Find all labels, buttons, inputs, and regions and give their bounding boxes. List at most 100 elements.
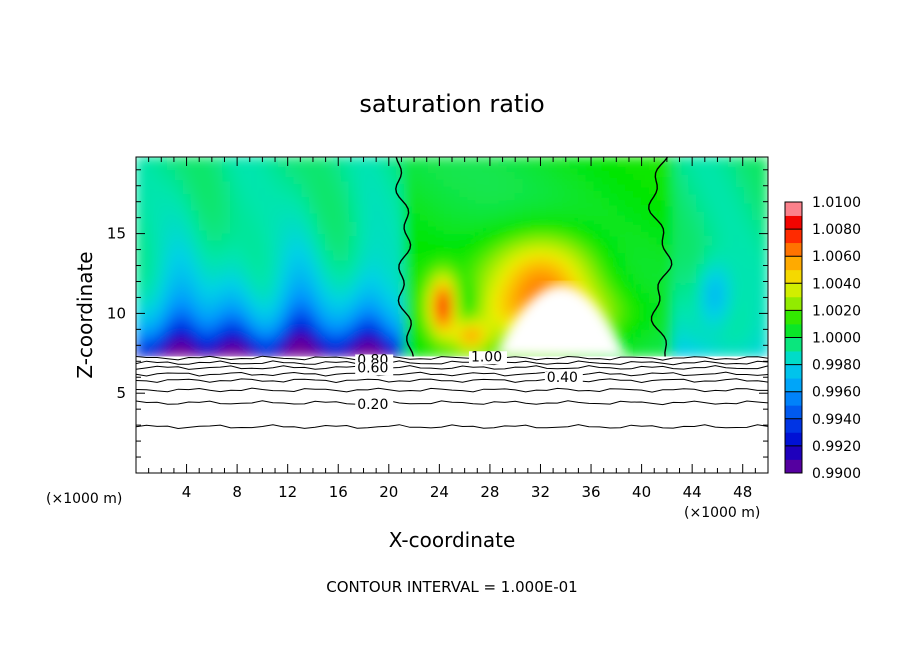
field-cell: [656, 182, 666, 188]
field-cell: [396, 242, 406, 248]
field-cell: [617, 246, 627, 251]
field-cell: [664, 269, 674, 274]
field-cell: [672, 289, 682, 294]
field-cell: [617, 315, 627, 321]
field-cell: [751, 212, 761, 218]
field-cell: [182, 166, 192, 171]
field-cell: [554, 239, 564, 245]
field-cell: [696, 157, 706, 161]
field-cell: [538, 236, 548, 241]
field-cell: [214, 309, 224, 314]
field-cell: [467, 182, 477, 188]
field-cell: [648, 179, 658, 185]
field-cell: [506, 202, 516, 208]
field-cell: [751, 299, 761, 304]
field-cell: [680, 202, 690, 208]
field-cell: [720, 252, 730, 258]
field-cell: [490, 179, 500, 185]
field-cell: [151, 345, 161, 351]
field-cell: [522, 242, 532, 248]
field-cell: [443, 236, 453, 241]
field-cell: [380, 166, 390, 171]
field-cell: [411, 173, 421, 178]
field-cell: [396, 202, 406, 208]
field-cell: [585, 262, 595, 268]
field-cell: [356, 322, 366, 328]
field-cell: [656, 186, 666, 191]
field-cell: [735, 192, 745, 198]
field-cell: [167, 226, 177, 231]
field-cell: [648, 342, 658, 348]
field-cell: [136, 179, 145, 185]
field-cell: [720, 186, 730, 191]
field-cell: [467, 302, 477, 308]
field-cell: [348, 352, 358, 358]
field-cell: [609, 252, 619, 258]
field-cell: [593, 169, 603, 175]
field-cell: [325, 159, 335, 165]
field-cell: [136, 299, 145, 304]
field-cell: [380, 272, 390, 278]
field-cell: [617, 309, 627, 314]
field-cell: [340, 282, 350, 288]
field-cell: [751, 335, 761, 341]
field-cell: [159, 222, 169, 228]
field-cell: [253, 315, 263, 321]
field-cell: [167, 229, 177, 235]
field-cell: [609, 256, 619, 261]
field-cell: [174, 182, 184, 188]
field-cell: [498, 163, 508, 168]
field-cell: [404, 319, 414, 324]
field-cell: [680, 163, 690, 168]
contour-label: 0.40: [547, 370, 578, 386]
field-cell: [648, 325, 658, 331]
field-cell: [633, 236, 643, 241]
field-cell: [633, 226, 643, 231]
field-cell: [174, 199, 184, 205]
field-cell: [174, 186, 184, 191]
field-cell: [514, 306, 524, 311]
field-cell: [206, 259, 216, 264]
field-cell: [759, 292, 768, 298]
field-cell: [443, 242, 453, 248]
field-cell: [672, 329, 682, 334]
field-cell: [656, 192, 666, 198]
field-cell: [696, 309, 706, 314]
field-cell: [174, 349, 184, 354]
field-cell: [411, 192, 421, 198]
field-cell: [593, 246, 603, 251]
field-cell: [419, 276, 429, 281]
field-cell: [380, 292, 390, 298]
field-cell: [514, 239, 524, 245]
field-cell: [443, 322, 453, 328]
field-cell: [159, 352, 169, 358]
field-cell: [720, 286, 730, 291]
field-cell: [506, 186, 516, 191]
field-cell: [198, 332, 208, 338]
field-cell: [419, 272, 429, 278]
field-cell: [680, 242, 690, 248]
field-cell: [498, 189, 508, 195]
field-cell: [641, 319, 651, 324]
field-cell: [174, 232, 184, 238]
field-cell: [490, 335, 500, 341]
field-cell: [593, 282, 603, 288]
field-cell: [664, 302, 674, 308]
field-cell: [704, 239, 714, 245]
field-cell: [206, 322, 216, 328]
field-cell: [633, 249, 643, 255]
field-cell: [372, 345, 382, 351]
field-cell: [427, 269, 437, 274]
field-cell: [451, 206, 461, 211]
field-cell: [301, 219, 311, 225]
field-cell: [751, 292, 761, 298]
field-cell: [198, 345, 208, 351]
field-cell: [159, 239, 169, 245]
field-cell: [167, 335, 177, 341]
field-cell: [301, 339, 311, 344]
field-cell: [198, 319, 208, 324]
field-cell: [159, 206, 169, 211]
field-cell: [483, 272, 493, 278]
colorbar-segment: [785, 432, 802, 447]
field-cell: [174, 315, 184, 321]
